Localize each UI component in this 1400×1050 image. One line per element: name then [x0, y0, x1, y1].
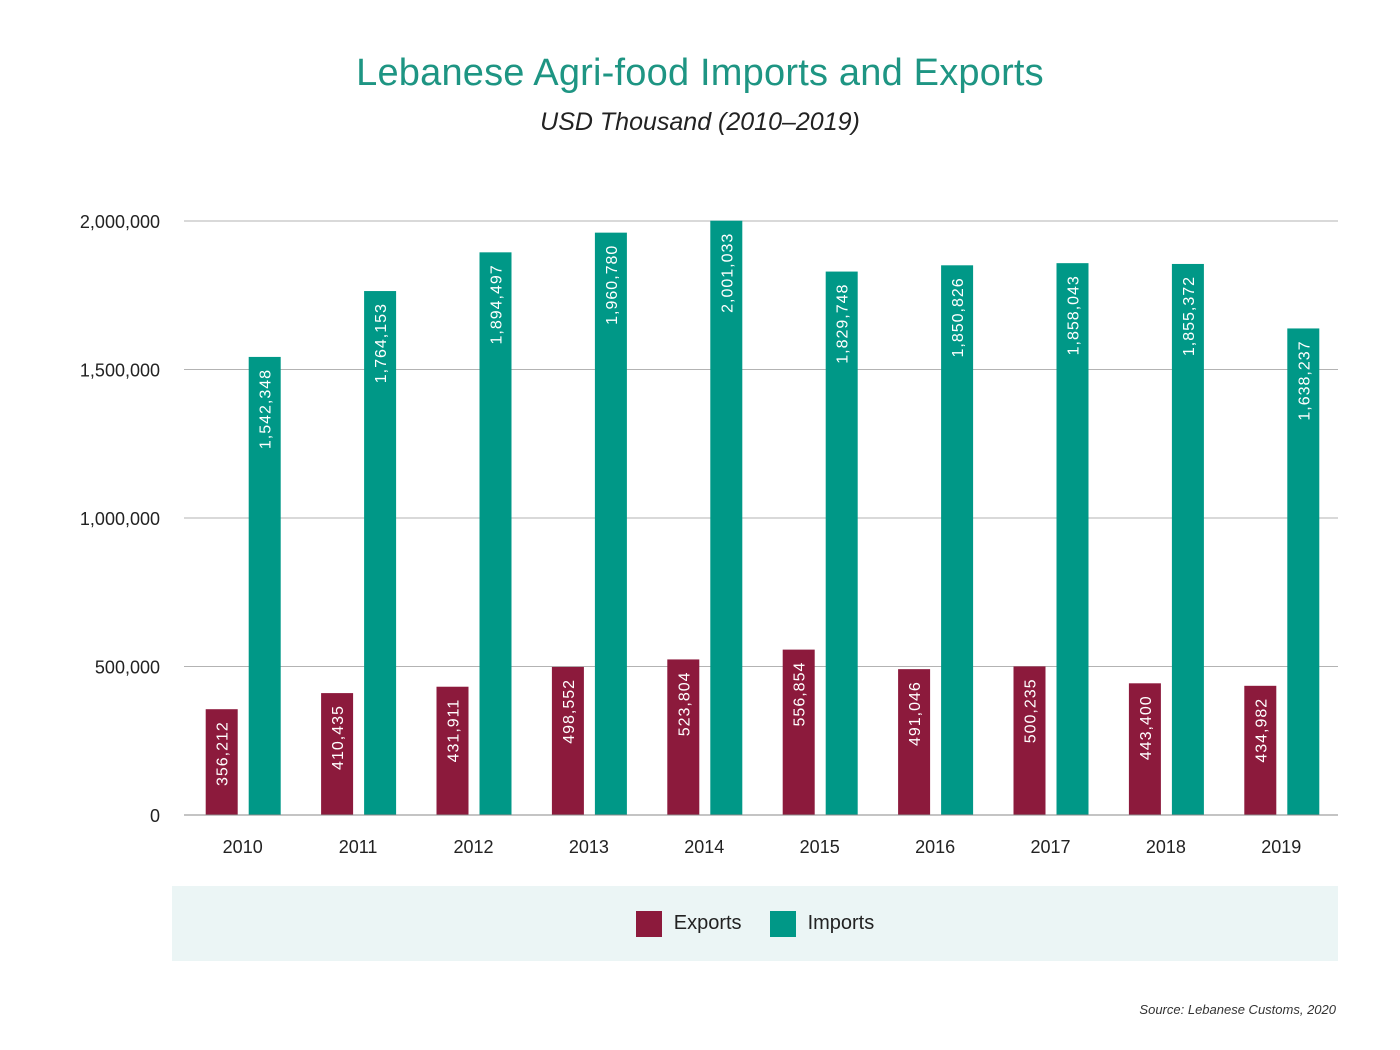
- data-label-exports: 434,982: [1253, 698, 1270, 763]
- bar-exports: [1128, 683, 1161, 815]
- data-label-imports: 1,638,237: [1296, 340, 1313, 420]
- data-label-imports: 2,001,033: [719, 233, 736, 313]
- y-tick-label: 2,000,000: [80, 212, 160, 232]
- legend-swatch-exports: [635, 910, 662, 937]
- data-label-imports: 1,858,043: [1066, 275, 1083, 355]
- y-tick-label: 500,000: [95, 658, 160, 678]
- chart-subtitle: USD Thousand (2010–2019): [540, 108, 860, 136]
- bar-imports: [1056, 263, 1089, 815]
- bar-exports: [782, 649, 815, 815]
- data-label-exports: 356,212: [215, 721, 232, 786]
- legend-item-exports: Exports: [635, 910, 742, 937]
- chart-title: Lebanese Agri-food Imports and Exports: [356, 52, 1044, 94]
- bar-imports: [364, 291, 397, 815]
- x-tick-label: 2013: [569, 837, 609, 857]
- bar-exports: [1244, 685, 1277, 815]
- bar-imports: [710, 220, 743, 816]
- legend: Exports Imports: [172, 886, 1338, 961]
- x-tick-label: 2017: [1030, 837, 1070, 857]
- x-tick-label: 2015: [800, 837, 840, 857]
- bar-exports: [205, 709, 238, 815]
- bar-exports: [436, 686, 469, 815]
- x-tick-label: 2019: [1261, 837, 1301, 857]
- data-label-exports: 500,235: [1023, 678, 1040, 743]
- legend-item-imports: Imports: [769, 910, 875, 937]
- y-tick-label: 1,000,000: [80, 509, 160, 529]
- bar-exports: [1013, 666, 1046, 815]
- data-label-imports: 1,542,348: [258, 369, 275, 449]
- x-tick-label: 2014: [684, 837, 724, 857]
- data-label-exports: 491,046: [907, 681, 924, 746]
- source-note: Source: Lebanese Customs, 2020: [1139, 1002, 1336, 1017]
- data-label-imports: 1,850,826: [950, 277, 967, 357]
- legend-label-exports: Exports: [673, 912, 742, 934]
- x-tick-label: 2012: [453, 837, 493, 857]
- bar-imports: [1171, 263, 1204, 815]
- y-tick-label: 0: [150, 806, 160, 826]
- bar-imports: [479, 252, 512, 815]
- bar-chart: 0 500,000 1,000,000 1,500,000 2,000,000 356,2…: [80, 212, 1338, 857]
- data-label-imports: 1,829,748: [835, 284, 852, 364]
- bar-imports: [941, 265, 974, 815]
- data-label-imports: 1,764,153: [373, 303, 390, 383]
- bar-imports: [1287, 328, 1320, 815]
- bar-exports: [898, 669, 931, 815]
- bar-imports: [825, 271, 858, 816]
- data-label-exports: 556,854: [792, 662, 809, 727]
- legend-label-imports: Imports: [807, 912, 875, 934]
- bar-exports: [321, 693, 354, 815]
- data-label-exports: 443,400: [1138, 695, 1155, 760]
- bar-exports: [551, 666, 584, 815]
- data-label-imports: 1,894,497: [489, 264, 506, 344]
- x-tick-label: 2010: [223, 837, 263, 857]
- bar-imports: [248, 356, 281, 815]
- y-tick-label: 1,500,000: [80, 361, 160, 381]
- data-label-exports: 523,804: [676, 671, 693, 736]
- x-tick-label: 2011: [339, 837, 378, 857]
- data-label-exports: 431,911: [446, 699, 463, 763]
- data-label-imports: 1,855,372: [1181, 276, 1198, 356]
- x-tick-label: 2016: [915, 837, 955, 857]
- data-label-imports: 1,960,780: [604, 245, 621, 325]
- data-label-exports: 410,435: [330, 705, 347, 770]
- bar-imports: [594, 232, 627, 816]
- x-tick-label: 2018: [1146, 837, 1186, 857]
- bar-exports: [667, 659, 700, 815]
- data-label-exports: 498,552: [561, 679, 578, 744]
- legend-swatch-imports: [769, 910, 796, 937]
